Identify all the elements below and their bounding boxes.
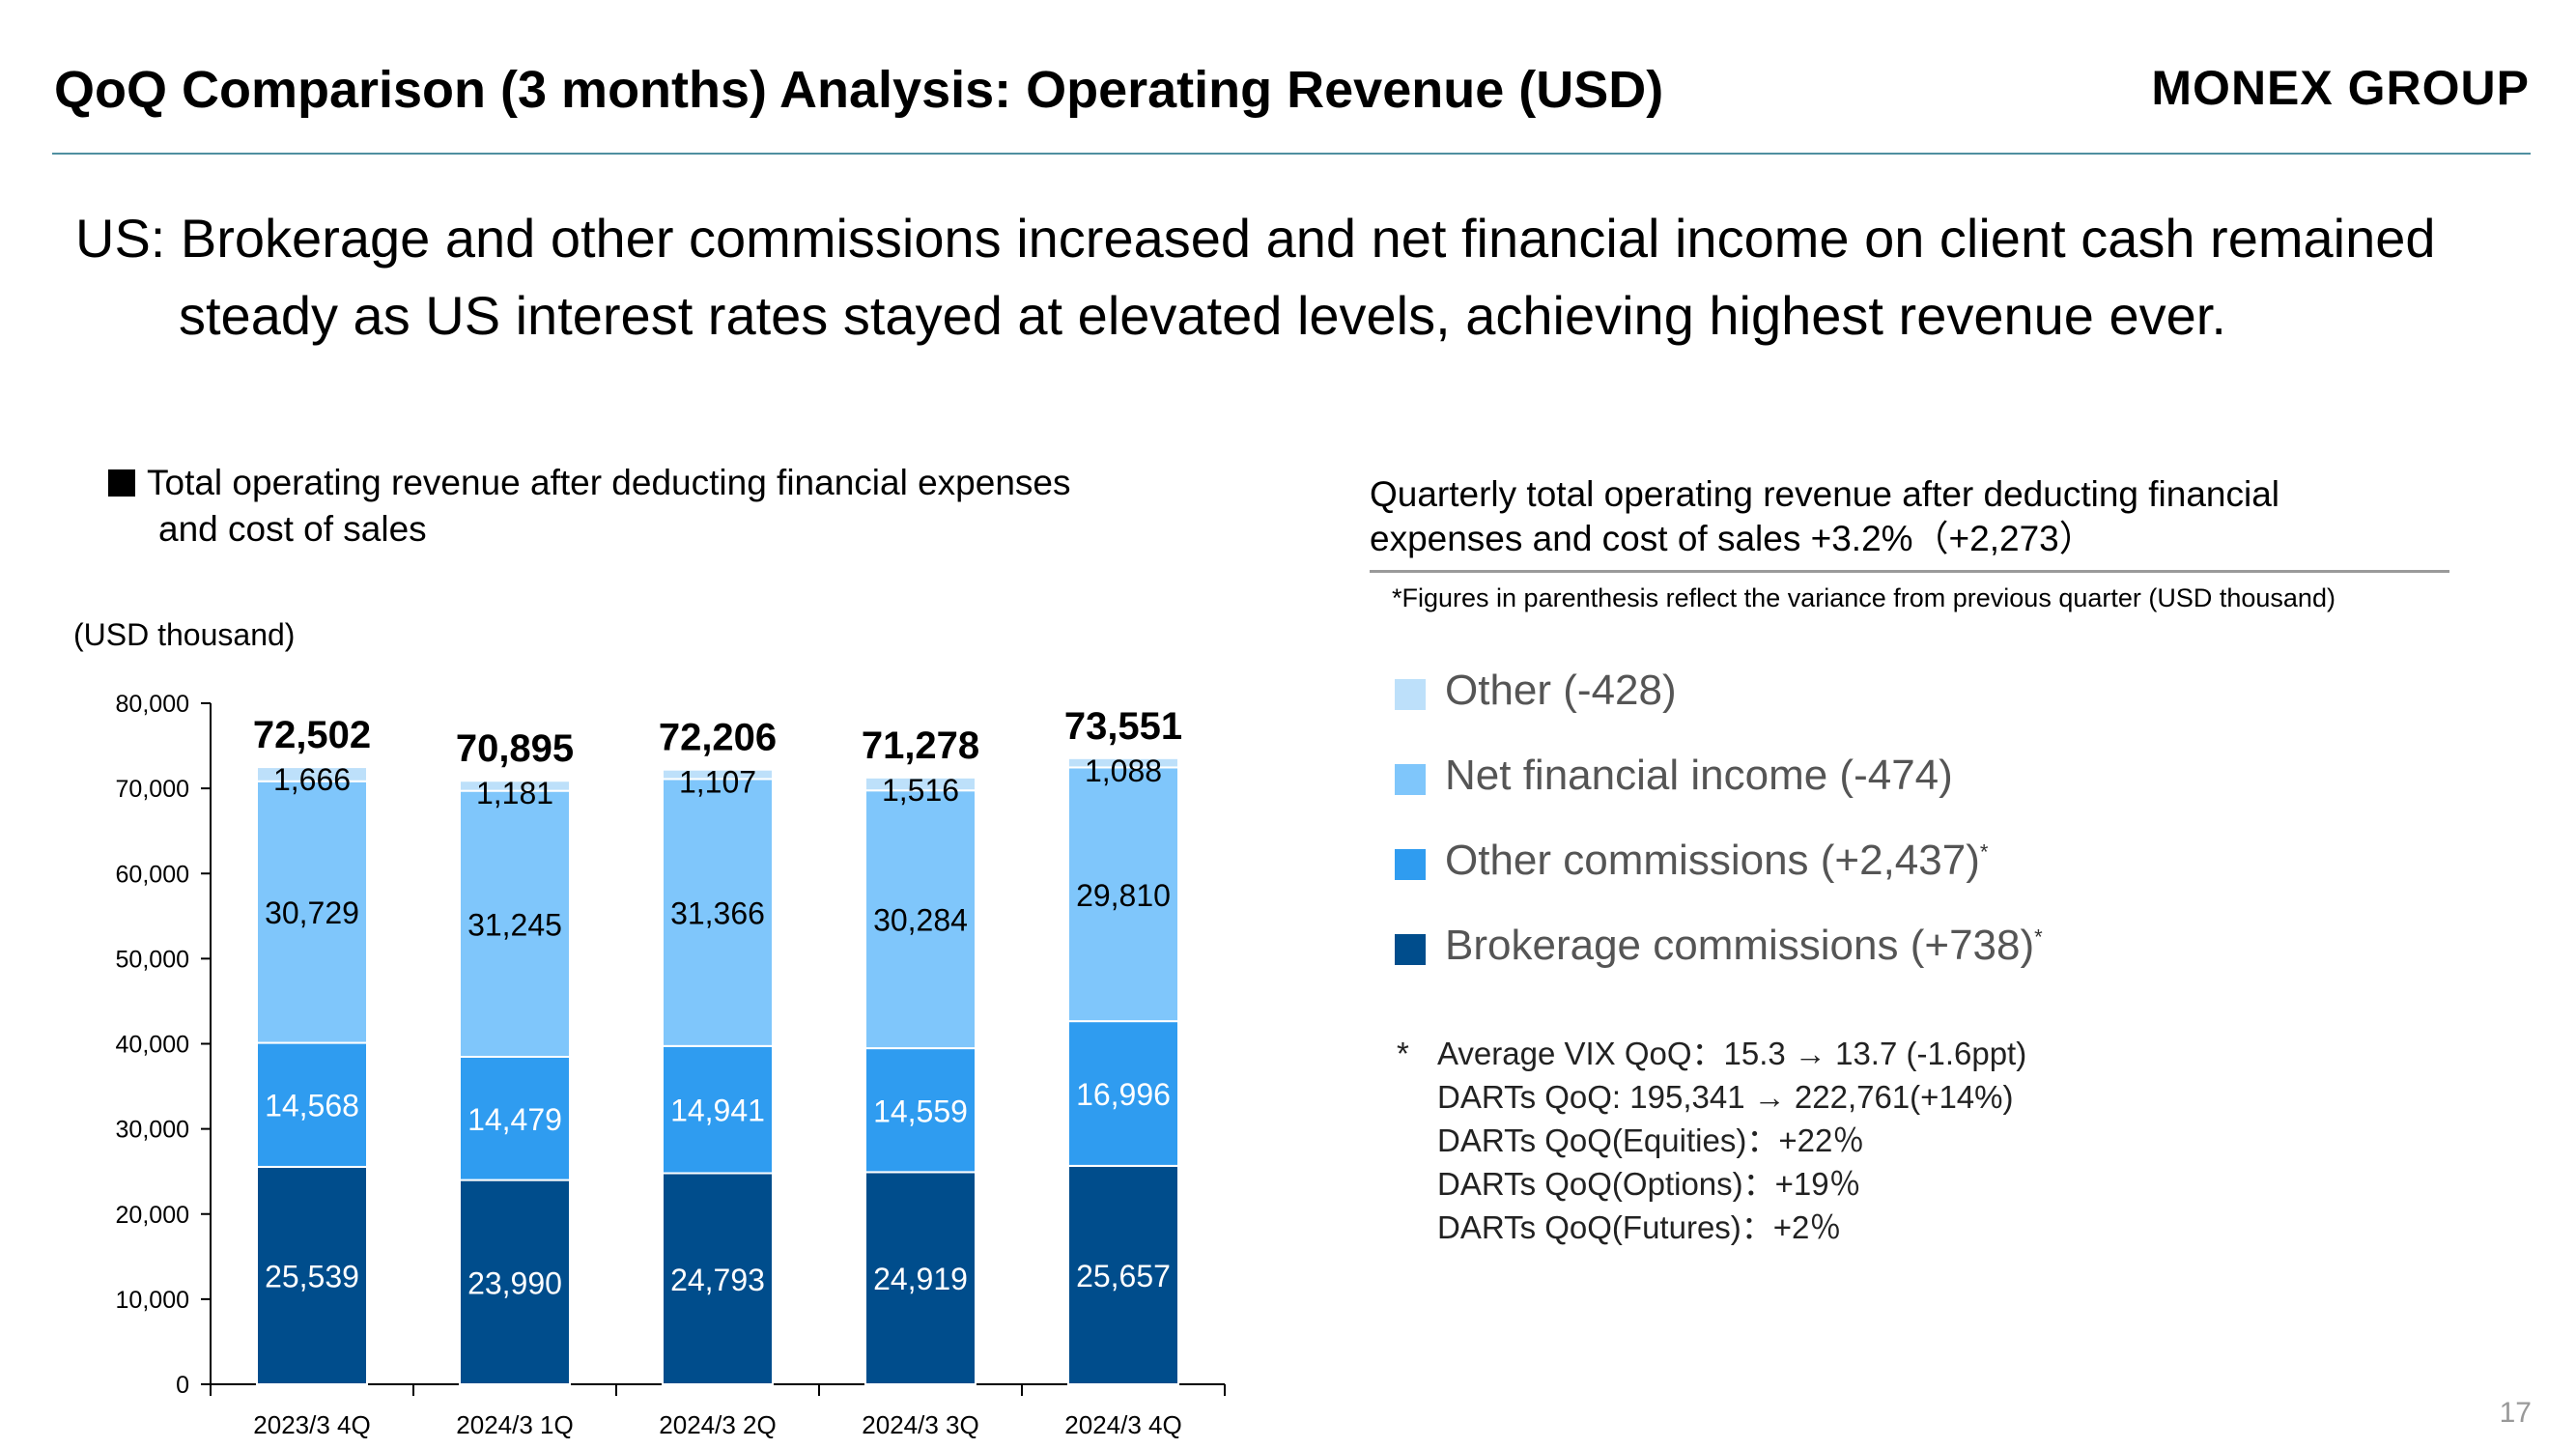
brand-logo-text: MONEX GROUP: [2151, 61, 2530, 115]
data-label-other-commissions: 14,559: [873, 1094, 968, 1128]
legend-label-brokerage-commissions: Brokerage commissions (+738): [1445, 922, 2035, 969]
note-line-1: Average VIX QoQ：15.3 → 13.7 (-1.6ppt): [1437, 1036, 2027, 1071]
chart-caption: Total operating revenue after deducting …: [108, 460, 1171, 553]
legend-swatch-other: [1395, 679, 1426, 710]
bar-segment-other: [1067, 756, 1179, 769]
note-line-5: DARTs QoQ(Futures)：+2％: [1437, 1209, 1842, 1245]
bar-segment-other: [459, 780, 571, 792]
legend-label-net-financial-income: Net financial income (-474): [1445, 752, 1953, 799]
data-label-other: 1,666: [273, 762, 351, 797]
legend-star-other-commissions: *: [1979, 839, 1989, 865]
bar-segment-brokerage-commissions: [1067, 1164, 1179, 1386]
data-label-brokerage-commissions: 24,793: [670, 1263, 765, 1297]
data-label-other: 1,107: [679, 765, 756, 800]
data-label-brokerage-commissions: 25,539: [265, 1259, 359, 1293]
bar-segment-brokerage-commissions: [662, 1172, 774, 1386]
x-tick-label: 2024/3 3Q: [862, 1410, 978, 1439]
bar-segment-net-financial-income: [864, 789, 977, 1050]
bar-segment-other: [864, 776, 977, 792]
data-label-other-commissions: 14,941: [670, 1094, 765, 1128]
legend-label-other: Other (-428): [1445, 667, 1677, 714]
x-tick-label: 2023/3 4Q: [253, 1410, 370, 1439]
right-panel-title-line-2: expenses and cost of sales +3.2%（+2,273）: [1370, 519, 2095, 558]
y-tick-label: 80,000: [116, 691, 189, 718]
total-label: 71,278: [862, 724, 979, 767]
headline-line-1: US: Brokerage and other commissions incr…: [75, 208, 2436, 269]
legend-swatch-brokerage-commissions: [1395, 934, 1426, 965]
right-panel-divider: [1370, 570, 2449, 573]
bar-segment-other: [662, 768, 774, 781]
data-label-net-financial-income: 29,810: [1076, 878, 1171, 913]
bar-segment-brokerage-commissions: [864, 1171, 977, 1386]
bar-segment-brokerage-commissions: [256, 1165, 368, 1386]
data-label-other-commissions: 14,568: [265, 1089, 359, 1123]
chart-caption-line-2: and cost of sales: [158, 509, 427, 549]
y-tick-label: 10,000: [116, 1287, 189, 1314]
vix-darts-notes: * Average VIX QoQ：15.3 → 13.7 (-1.6ppt) D…: [1397, 1032, 2026, 1249]
bar-segment-other-commissions: [256, 1041, 368, 1168]
x-tick-label: 2024/3 2Q: [659, 1410, 776, 1439]
data-label-net-financial-income: 30,284: [873, 903, 968, 938]
legend-label-other-commissions: Other commissions (+2,437): [1445, 837, 1980, 884]
total-label: 72,502: [253, 714, 371, 756]
headline-line-2: steady as US interest rates stayed at el…: [179, 285, 2226, 346]
data-label-other: 1,088: [1085, 753, 1162, 788]
data-label-net-financial-income: 31,245: [467, 907, 562, 942]
bar-segment-net-financial-income: [662, 778, 774, 1047]
square-bullet-icon: [108, 469, 135, 497]
total-label: 70,895: [456, 727, 574, 770]
page-title: QoQ Comparison (3 months) Analysis: Oper…: [54, 61, 1664, 119]
title-divider: [52, 153, 2531, 155]
y-tick-label: 50,000: [116, 946, 189, 973]
total-label: 72,206: [659, 717, 777, 759]
parenthesis-footnote: *Figures in parenthesis reflect the vari…: [1392, 583, 2335, 612]
data-label-other-commissions: 14,479: [467, 1102, 562, 1137]
bar-segment-net-financial-income: [1067, 766, 1179, 1023]
legend-swatch-other-commissions: [1395, 849, 1426, 880]
y-tick-label: 0: [176, 1372, 189, 1399]
note-line-4: DARTs QoQ(Options)：+19％: [1437, 1166, 1861, 1202]
right-panel-title: Quarterly total operating revenue after …: [1370, 472, 2451, 561]
bar-segment-net-financial-income: [256, 780, 368, 1044]
data-label-net-financial-income: 30,729: [265, 895, 359, 930]
data-label-brokerage-commissions: 25,657: [1076, 1259, 1171, 1293]
data-label-other: 1,181: [476, 776, 553, 810]
bar-segment-net-financial-income: [459, 789, 571, 1058]
y-tick-label: 40,000: [116, 1032, 189, 1059]
headline: US: Brokerage and other commissions incr…: [75, 200, 2509, 355]
bar-segment-other-commissions: [662, 1044, 774, 1175]
page-number: 17: [2499, 1397, 2532, 1429]
data-label-other-commissions: 16,996: [1076, 1077, 1171, 1112]
legend-swatch-net-financial-income: [1395, 764, 1426, 795]
y-tick-label: 20,000: [116, 1202, 189, 1229]
x-tick-label: 2024/3 4Q: [1064, 1410, 1181, 1439]
note-line-2: DARTs QoQ: 195,341 → 222,761(+14%): [1437, 1079, 2014, 1115]
note-star: *: [1397, 1036, 1409, 1071]
bar-segment-other: [256, 766, 368, 782]
data-label-brokerage-commissions: 24,919: [873, 1262, 968, 1296]
data-label-brokerage-commissions: 23,990: [467, 1265, 562, 1300]
legend-star-brokerage-commissions: *: [2034, 924, 2043, 950]
data-label-net-financial-income: 31,366: [670, 896, 765, 931]
bar-segment-other-commissions: [459, 1055, 571, 1181]
y-tick-label: 60,000: [116, 861, 189, 888]
x-tick-label: 2024/3 1Q: [456, 1410, 573, 1439]
bar-segment-brokerage-commissions: [459, 1179, 571, 1386]
y-tick-label: 70,000: [116, 776, 189, 803]
data-label-other: 1,516: [882, 773, 959, 808]
chart-caption-line-1: Total operating revenue after deducting …: [147, 463, 1071, 502]
y-tick-label: 30,000: [116, 1117, 189, 1144]
note-line-3: DARTs QoQ(Equities)：+22％: [1437, 1122, 1865, 1158]
chart-unit-label: (USD thousand): [73, 617, 296, 652]
right-panel-title-line-1: Quarterly total operating revenue after …: [1370, 474, 2280, 514]
total-label: 73,551: [1064, 705, 1182, 748]
